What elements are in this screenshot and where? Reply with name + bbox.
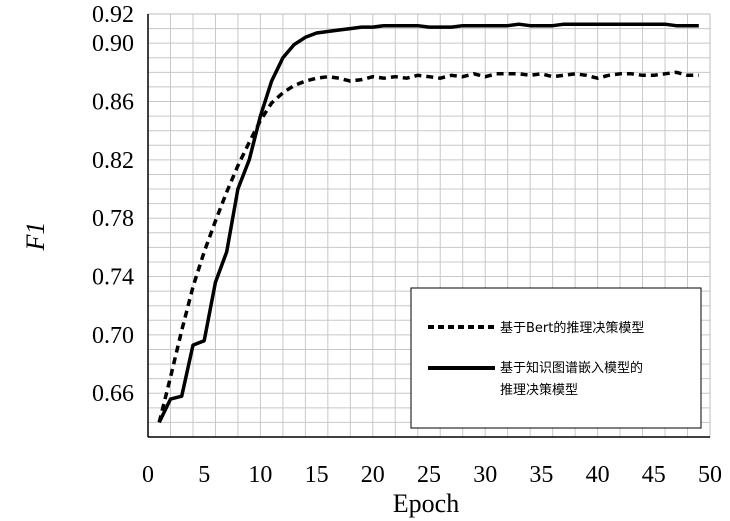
series-line-bert (157, 70, 699, 423)
x-tick-label: 25 (417, 462, 441, 488)
x-tick-labels: 0 5 10 15 20 25 30 35 40 45 50 (142, 462, 722, 488)
x-tick-label: 40 (586, 462, 610, 488)
x-tick-label: 50 (698, 462, 722, 488)
x-tick-label: 10 (248, 462, 272, 488)
y-tick-label: 0.90 (92, 31, 134, 57)
x-tick-label: 15 (305, 462, 329, 488)
x-tick-label: 45 (642, 462, 666, 488)
series-line-kg-embedding (157, 22, 699, 424)
y-tick-label: 0.86 (92, 90, 134, 116)
y-tick-label: 0.70 (92, 323, 134, 349)
legend-box (410, 287, 702, 429)
y-tick-label: 0.78 (92, 206, 134, 232)
x-tick-label: 30 (473, 462, 497, 488)
y-tick-label: 0.66 (92, 381, 134, 407)
x-tick-label: 35 (529, 462, 553, 488)
legend-label-kg-line2: 推理决策模型 (500, 382, 578, 398)
x-tick-label: 20 (361, 462, 385, 488)
y-tick-labels: 0.66 0.70 0.74 0.78 0.82 0.86 0.90 0.92 (92, 2, 134, 407)
y-axis-title: F1 (21, 222, 50, 252)
x-axis-title: Epoch (393, 489, 459, 518)
legend: 基于Bert的推理决策模型 基于知识图谱嵌入模型的 推理决策模型 (410, 287, 702, 429)
y-tick-label: 0.82 (92, 148, 134, 174)
x-tick-label: 0 (142, 462, 154, 488)
x-tick-label: 5 (198, 462, 210, 488)
legend-label-kg-line1: 基于知识图谱嵌入模型的 (500, 360, 643, 376)
data-series (157, 22, 699, 424)
legend-label-bert: 基于Bert的推理决策模型 (500, 320, 644, 336)
y-tick-label: 0.92 (92, 2, 134, 28)
y-tick-label: 0.74 (92, 265, 134, 291)
